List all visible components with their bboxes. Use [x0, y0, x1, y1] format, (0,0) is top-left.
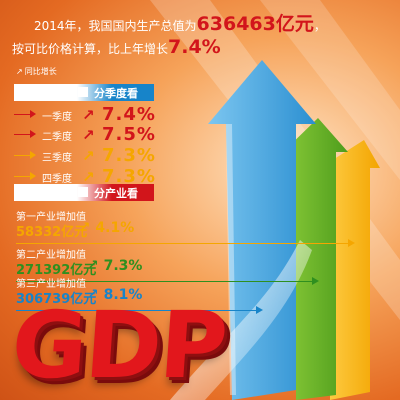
quarter-row: 四季度 ↗ 7.3% [14, 166, 164, 187]
pointer-arrow-icon [348, 239, 355, 247]
industry-label: 第二产业增加值 [16, 250, 86, 261]
header-line-2: 按可比价格计算，比上年增长7.4% [12, 36, 221, 58]
growth-arrow-icon: ↗ [82, 126, 95, 144]
section-title-industry: 分产业看 [94, 187, 138, 200]
pointer-line [14, 176, 32, 177]
section-title-quarter: 分季度看 [94, 87, 138, 100]
quarter-row: 一季度 ↗ 7.4% [14, 104, 164, 125]
industry-amount-value: 271392亿元 [16, 263, 97, 278]
pointer-arrow-icon [30, 172, 36, 180]
quarter-label: 三季度 [42, 153, 72, 164]
pointer-arrow-icon [30, 110, 36, 118]
growth-arrow-icon: ↗ [87, 287, 99, 302]
pointer-line [14, 114, 32, 115]
industry-label: 第三产业增加值 [16, 279, 86, 290]
pointer-line [16, 243, 348, 244]
quarter-growth-value: 7.3% [102, 145, 156, 166]
header-line-1: 2014年，我国国内生产总值为636463亿元， [34, 9, 326, 36]
growth-arrow-icon: ↗ [79, 220, 91, 235]
quarter-label: 二季度 [42, 132, 72, 143]
industry-label: 第一产业增加值 [16, 212, 86, 223]
industry-growth-value: 4.1% [95, 220, 135, 236]
gdp-growth-value: 7.4% [168, 36, 221, 58]
pointer-arrow-icon [312, 277, 319, 285]
quarter-growth-value: 7.5% [102, 124, 156, 145]
section-bar-industry: 分产业看 [14, 184, 154, 201]
pointer-line [16, 310, 256, 311]
quarter-row: 三季度 ↗ 7.3% [14, 145, 164, 166]
quarter-label: 一季度 [42, 112, 72, 123]
legend-note-text: 同比增长 [24, 67, 57, 76]
growth-arrow-icon: ↗ [16, 67, 23, 76]
industry-amount-value: 58332亿元 [16, 225, 88, 240]
industry-growth-value: 7.3% [103, 258, 143, 274]
quarter-growth-value: 7.3% [102, 166, 156, 187]
quarter-label: 四季度 [42, 174, 72, 185]
pointer-arrow-icon [256, 306, 263, 314]
growth-arrow-icon: ↗ [82, 147, 95, 165]
growth-arrow-icon: ↗ [87, 258, 99, 273]
growth-arrow-icon: ↗ [82, 106, 95, 124]
gdp-total-value: 636463亿元 [196, 13, 314, 35]
pointer-line [14, 155, 32, 156]
quarter-row: 二季度 ↗ 7.5% [14, 124, 164, 145]
industry-growth-value: 8.1% [103, 287, 143, 303]
header-prefix-text: 2014年，我国国内生产总值为 [34, 19, 197, 33]
growth-prefix-text: 按可比价格计算，比上年增长 [12, 42, 169, 56]
blue-arrow-shape [208, 60, 316, 400]
pointer-arrow-icon [30, 151, 36, 159]
pointer-line [14, 134, 32, 135]
square-bullet-icon [78, 87, 88, 97]
gdp-big-text: GDP [8, 292, 230, 399]
quarter-growth-value: 7.4% [102, 104, 156, 125]
legend-note: ↗ 同比增长 [16, 66, 57, 77]
green-arrow-shape [280, 118, 348, 400]
section-bar-quarter: 分季度看 [14, 84, 154, 101]
growth-arrow-icon: ↗ [82, 168, 95, 186]
square-bullet-icon [78, 187, 88, 197]
pointer-line [16, 281, 312, 282]
pointer-arrow-icon [30, 130, 36, 138]
header-suffix-text: ， [313, 19, 326, 33]
industry-amount-value: 306739亿元 [16, 292, 97, 307]
